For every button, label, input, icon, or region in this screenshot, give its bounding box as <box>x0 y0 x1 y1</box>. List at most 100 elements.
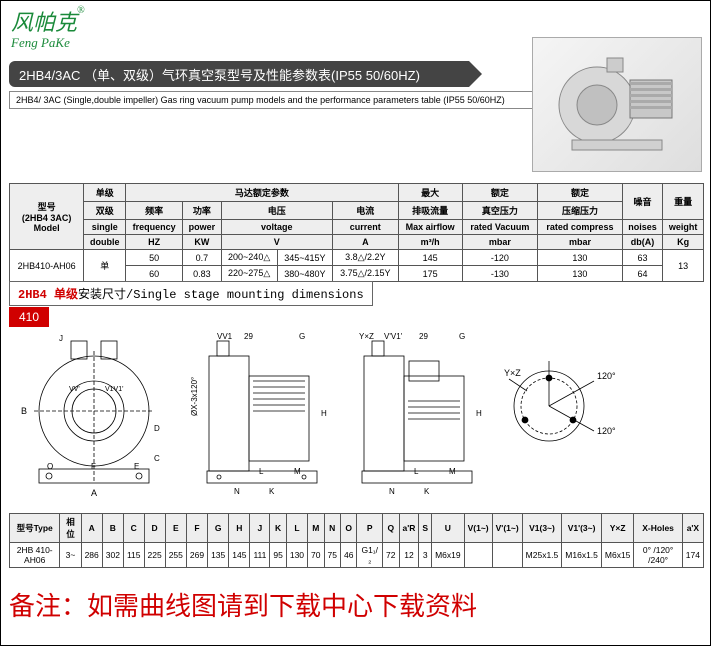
side-view-diagram-2: Y×Z V'V1' 29 G H N K L M <box>344 331 489 496</box>
dim-title-red: 2HB4 单级 <box>18 288 78 302</box>
svg-text:V1V1': V1V1' <box>105 386 123 393</box>
svg-text:J: J <box>59 334 63 343</box>
dim-header-cell: J <box>250 514 270 543</box>
svg-text:VV': VV' <box>69 386 80 393</box>
dim-header-cell: 相位 <box>60 514 81 543</box>
subtitle-box: 2HB4/ 3AC (Single,double impeller) Gas r… <box>9 91 544 109</box>
side-view-diagram-1: VV1 29 G ØX-3x120° H N K L M <box>189 331 334 496</box>
svg-text:Y×Z: Y×Z <box>504 368 521 378</box>
dim-data-cell: 3~ <box>60 543 81 568</box>
dim-data-cell: 70 <box>308 543 324 568</box>
dim-header-cell: F <box>186 514 207 543</box>
svg-text:A: A <box>91 488 97 496</box>
dim-header-cell: Q <box>383 514 399 543</box>
svg-text:M: M <box>294 467 301 476</box>
dim-header-cell: X-Holes <box>634 514 682 543</box>
svg-text:D: D <box>154 424 160 433</box>
dim-header-cell: A <box>81 514 102 543</box>
logo-cn-text: 风帕克 <box>11 10 77 35</box>
dim-data-cell: 130 <box>286 543 307 568</box>
svg-text:K: K <box>269 487 275 496</box>
technical-diagrams: B A VV' V1V1' J O F E D C VV1 29 G ØX-3x… <box>9 331 704 501</box>
dim-data-cell: 225 <box>144 543 165 568</box>
svg-text:G: G <box>299 332 305 341</box>
dim-data-cell: 111 <box>250 543 270 568</box>
dim-header-cell: S <box>419 514 432 543</box>
dim-header-cell: O <box>340 514 356 543</box>
dim-data-cell: 72 <box>383 543 399 568</box>
svg-text:ØX-3x120°: ØX-3x120° <box>190 377 199 416</box>
dim-data-cell: 145 <box>229 543 250 568</box>
dim-header-cell: V'(1~) <box>492 514 522 543</box>
dimensions-table: 型号Type相位ABCDEFGHJKLMNOPQa'RSUV(1~)V'(1~)… <box>9 513 704 568</box>
svg-text:L: L <box>414 467 419 476</box>
title-bar: 2HB4/3AC （单、双级）气环真空泵型号及性能参数表(IP55 50/60H… <box>9 61 469 87</box>
spec-table: 型号(2HB4 3AC)Model 单级 马达额定参数 最大 额定 额定 噪音 … <box>9 183 704 282</box>
dim-header-cell: G <box>208 514 229 543</box>
front-view-diagram: B A VV' V1V1' J O F E D C <box>9 331 179 496</box>
dim-data-cell: 269 <box>186 543 207 568</box>
dim-data-cell: 75 <box>324 543 340 568</box>
svg-text:G: G <box>459 332 465 341</box>
dim-data-cell: M16x1.5 <box>562 543 602 568</box>
model-badge: 410 <box>9 307 49 327</box>
svg-text:K: K <box>424 487 430 496</box>
svg-text:29: 29 <box>419 332 428 341</box>
dim-header-cell: Y×Z <box>601 514 634 543</box>
svg-text:N: N <box>389 487 395 496</box>
dim-data-cell: 0° /120° /240° <box>634 543 682 568</box>
dim-data-cell: 115 <box>123 543 144 568</box>
dim-header-cell: C <box>123 514 144 543</box>
svg-text:O: O <box>47 462 53 471</box>
svg-text:N: N <box>234 487 240 496</box>
dim-header-cell: V1'(3~) <box>562 514 602 543</box>
svg-text:L: L <box>259 467 264 476</box>
svg-text:120°: 120° <box>597 371 616 381</box>
svg-text:Y×Z: Y×Z <box>359 332 374 341</box>
dim-header-cell: B <box>102 514 123 543</box>
logo-en-text: Feng PaKe <box>11 35 85 51</box>
svg-text:E: E <box>134 462 139 471</box>
dim-data-cell: 12 <box>399 543 419 568</box>
dim-header-cell: E <box>165 514 186 543</box>
footer-note: 备注：如需曲线图请到下载中心下载资料 <box>9 586 477 623</box>
bolt-pattern-diagram: 120° 120° Y×Z <box>499 331 629 496</box>
dim-header-cell: V(1~) <box>464 514 492 543</box>
subtitle-text: 2HB4/ 3AC (Single,double impeller) Gas r… <box>16 95 505 105</box>
dim-header-cell: H <box>229 514 250 543</box>
dim-header-cell: L <box>286 514 307 543</box>
dim-data-cell <box>492 543 522 568</box>
dim-header-cell: V1(3~) <box>522 514 562 543</box>
dim-header-cell: N <box>324 514 340 543</box>
dim-data-cell: 135 <box>208 543 229 568</box>
svg-text:29: 29 <box>244 332 253 341</box>
svg-text:B: B <box>21 406 27 416</box>
dim-header-cell: P <box>357 514 383 543</box>
svg-text:H: H <box>476 409 482 418</box>
brand-logo: 风帕克® Feng PaKe <box>11 5 85 51</box>
dim-data-cell: 174 <box>682 543 703 568</box>
dim-data-cell: M6x15 <box>601 543 634 568</box>
dim-header-cell: 型号Type <box>10 514 60 543</box>
svg-text:VV1: VV1 <box>217 332 233 341</box>
dim-data-cell: M6x19 <box>432 543 465 568</box>
dim-header-cell: M <box>308 514 324 543</box>
dim-data-cell: 2HB 410-AH06 <box>10 543 60 568</box>
dim-data-cell: M25x1.5 <box>522 543 562 568</box>
dim-header-cell: K <box>270 514 286 543</box>
title-text: 2HB4/3AC （单、双级）气环真空泵型号及性能参数表(IP55 50/60H… <box>19 65 420 84</box>
dim-data-cell: G1₁/₂ <box>357 543 383 568</box>
product-image <box>532 37 702 172</box>
dim-data-cell: 286 <box>81 543 102 568</box>
dim-header-cell: a'X <box>682 514 703 543</box>
svg-text:120°: 120° <box>597 426 616 436</box>
dim-data-cell: 302 <box>102 543 123 568</box>
dim-header-cell: U <box>432 514 465 543</box>
dim-data-cell: 46 <box>340 543 356 568</box>
dim-data-cell: 3 <box>419 543 432 568</box>
dim-header-cell: a'R <box>399 514 419 543</box>
dim-title-black: 安装尺寸/Single stage mounting dimensions <box>78 288 364 302</box>
dim-data-cell: 95 <box>270 543 286 568</box>
dim-data-cell: 255 <box>165 543 186 568</box>
svg-text:F: F <box>91 462 96 471</box>
